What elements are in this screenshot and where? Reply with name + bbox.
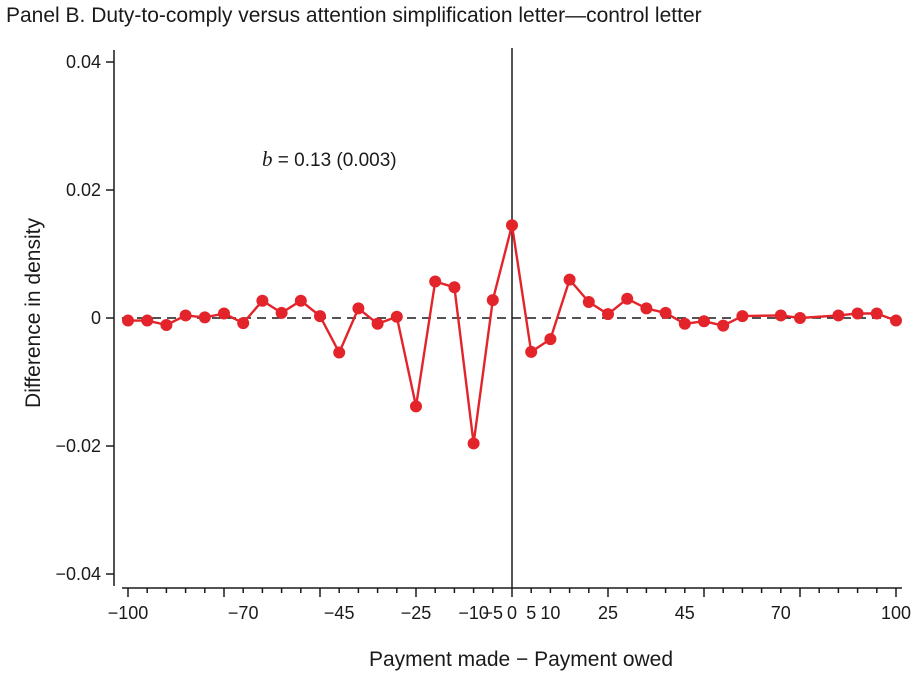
y-tick-label: 0: [91, 308, 101, 328]
x-tick-label: 25: [598, 603, 618, 623]
plot-area: 0.040.020−0.02−0.04 −100 −70 −45 −25 −10−5 0 5…: [55, 48, 911, 623]
data-point: [198, 311, 211, 324]
y-ticks: 0.04 0.02 0 −0.02 −0.04: [55, 52, 114, 584]
data-point: [832, 309, 845, 322]
data-point: [486, 294, 499, 307]
data-point: [544, 333, 557, 346]
data-point: [582, 296, 595, 308]
data-point: [352, 302, 365, 315]
data-point: [467, 437, 480, 450]
data-point: [698, 315, 710, 328]
x-tick-label: −45: [324, 603, 355, 623]
estimate-annotation: b = 0.13 (0.003): [262, 147, 397, 171]
y-tick-label: −0.04: [55, 564, 101, 584]
data-point: [774, 309, 787, 322]
data-point: [237, 317, 250, 330]
y-tick-label: −0.02: [55, 436, 101, 456]
data-point: [333, 346, 346, 359]
x-tick-label: 45: [675, 603, 695, 623]
data-point: [563, 273, 576, 286]
data-point: [717, 319, 730, 332]
data-point: [314, 310, 326, 323]
data-point: [410, 400, 422, 413]
data-point: [429, 275, 442, 288]
series-layer: [122, 219, 902, 450]
data-point: [659, 306, 672, 319]
data-point: [122, 314, 134, 327]
data-point: [525, 345, 538, 358]
data-point: [870, 307, 883, 320]
x-tick-label: −25: [401, 603, 432, 623]
x-tick-label: −70: [228, 603, 259, 623]
x-axis-title: Payment made − Payment owed: [369, 648, 673, 671]
data-point: [621, 292, 634, 305]
data-point: [602, 308, 614, 321]
y-tick-label: 0.04: [66, 52, 101, 72]
y-tick-label: 0.02: [66, 180, 101, 200]
data-point: [218, 307, 230, 320]
x-tick-label: 10: [540, 603, 560, 623]
data-point: [736, 310, 749, 323]
data-point: [851, 307, 864, 320]
x-tick-label: −10: [458, 603, 489, 623]
data-point: [160, 319, 173, 332]
x-tick-label: 70: [771, 603, 791, 623]
x-tick-label: 100: [881, 603, 911, 623]
data-point: [506, 219, 518, 232]
x-tick-label: −100: [108, 603, 149, 623]
x-tick-label: −5: [483, 603, 504, 623]
data-point: [256, 294, 269, 307]
estimate-annotation-value: = 0.13 (0.003): [273, 150, 397, 171]
data-point: [794, 312, 806, 324]
data-point: [179, 309, 192, 322]
data-point: [275, 306, 288, 319]
data-point: [141, 314, 154, 327]
x-ticks: −100 −70 −45 −25 −10−5 0 5 10 25 45 70 100: [108, 588, 911, 623]
data-point: [390, 310, 403, 323]
chart-title: Panel B. Duty-to-comply versus attention…: [6, 4, 702, 27]
estimate-annotation-symbol: b: [262, 147, 273, 171]
data-point: [448, 281, 461, 294]
data-point: [371, 317, 384, 330]
data-point: [640, 302, 653, 315]
y-axis-title: Difference in density: [22, 218, 45, 408]
x-tick-label: 0: [507, 603, 517, 623]
data-point: [294, 294, 307, 307]
x-tick-label: 5: [526, 603, 536, 623]
data-point: [678, 317, 691, 330]
data-point: [890, 314, 902, 327]
